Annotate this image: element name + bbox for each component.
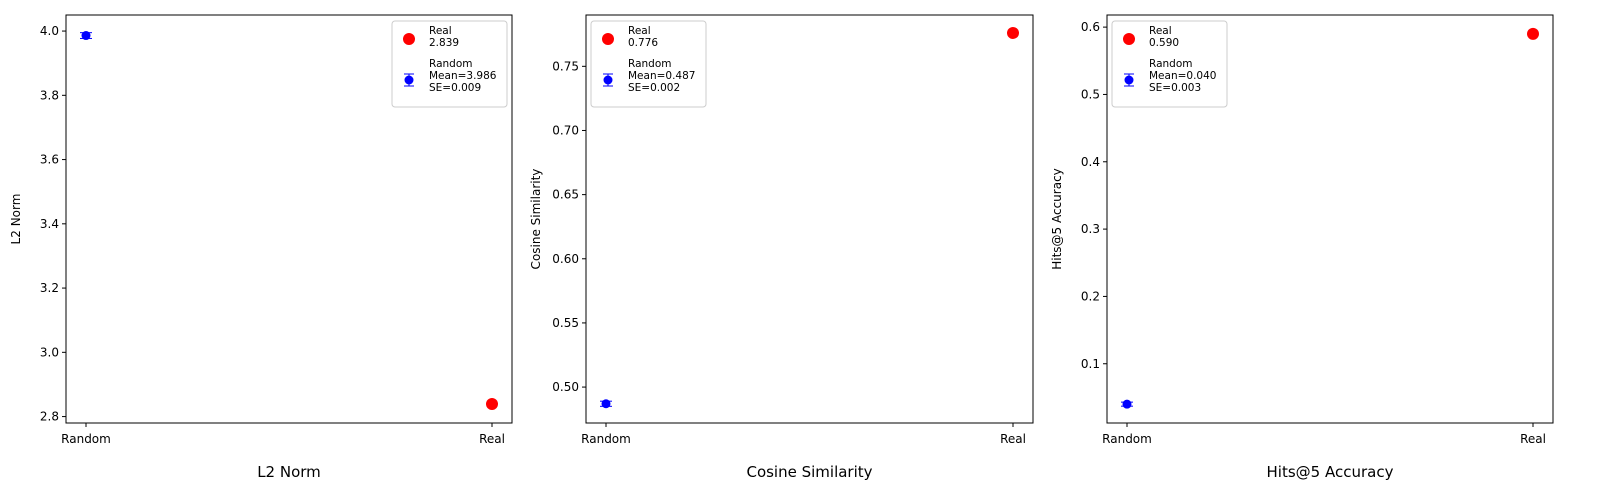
legend-label-real: 0.590 <box>1149 37 1179 49</box>
data-point-random <box>81 31 91 41</box>
y-tick-label: 0.60 <box>552 252 579 266</box>
y-tick-label: 0.2 <box>1081 289 1100 303</box>
chart-panel-3: 0.1 0.2 0.3 0.4 0.5 0.6 Random Real Hits@5 Accur… <box>1050 14 1554 481</box>
y-tick-label: 0.65 <box>552 188 579 202</box>
data-point-random <box>1122 399 1132 409</box>
y-tick-label: 0.4 <box>1081 155 1100 169</box>
y-tick-label: 2.8 <box>40 410 59 424</box>
data-point-real <box>1527 27 1539 40</box>
legend-marker-real <box>602 33 614 45</box>
legend-label-real: Real <box>1149 25 1172 37</box>
y-tick-label: 0.6 <box>1081 20 1100 34</box>
y-tick-label: 3.6 <box>40 153 59 167</box>
legend-label-random: Mean=3.986 <box>429 70 497 82</box>
legend-label-random: SE=0.009 <box>429 82 481 94</box>
legend-marker-random <box>1124 75 1134 85</box>
y-tick-label: 0.1 <box>1081 357 1100 371</box>
y-axis-label: L2 Norm <box>9 194 23 245</box>
chart-title: Cosine Similarity <box>746 463 872 481</box>
legend-box <box>1111 20 1228 108</box>
legend-label-real: 0.776 <box>628 37 658 49</box>
legend-marker-random <box>404 75 414 85</box>
legend-label-random: SE=0.002 <box>628 82 680 94</box>
plot-frame <box>585 14 1034 424</box>
y-axis-label: Cosine Similarity <box>529 169 543 270</box>
y-tick-label: 3.2 <box>40 281 59 295</box>
y-tick-label: 0.5 <box>1081 87 1100 101</box>
y-tick-label: 3.8 <box>40 88 59 102</box>
legend-label-random: SE=0.003 <box>1149 82 1201 94</box>
legend-box <box>590 20 707 108</box>
x-tick-label: Random <box>61 432 111 446</box>
legend-label-real: Real <box>429 25 452 37</box>
chart-panel-2: 0.50 0.55 0.60 0.65 0.70 0.75 Random Real Cosine… <box>529 14 1034 481</box>
x-tick-label: Real <box>1520 432 1546 446</box>
legend-label-real: 2.839 <box>429 37 459 49</box>
x-tick-label: Random <box>581 432 631 446</box>
plot-frame <box>1106 14 1554 424</box>
y-tick-label: 0.50 <box>552 380 579 394</box>
data-point-real <box>486 398 498 411</box>
legend-label-random: Random <box>1149 58 1192 70</box>
y-tick-label: 0.70 <box>552 123 579 137</box>
legend-label-random: Mean=0.487 <box>628 70 695 82</box>
legend-marker-real <box>403 33 415 45</box>
legend-label-random: Mean=0.040 <box>1149 70 1216 82</box>
y-tick-label: 0.55 <box>552 316 579 330</box>
chart-title: Hits@5 Accuracy <box>1267 463 1394 481</box>
plot-frame <box>65 14 513 424</box>
y-axis-label: Hits@5 Accuracy <box>1050 168 1064 270</box>
y-tick-label: 3.4 <box>40 217 59 231</box>
data-point-random <box>601 399 611 409</box>
x-tick-label: Real <box>479 432 505 446</box>
legend-marker-real <box>1123 33 1135 45</box>
legend-label-random: Random <box>628 58 671 70</box>
chart-panel-1: 2.8 3.0 3.2 3.4 3.6 3.8 4.0 Random Real L2 Norm L2… <box>9 14 513 481</box>
y-tick-label: 0.75 <box>552 59 579 73</box>
legend-label-real: Real <box>628 25 651 37</box>
chart-title: L2 Norm <box>257 463 321 481</box>
legend-label-random: Random <box>429 58 472 70</box>
x-tick-label: Real <box>1000 432 1026 446</box>
y-tick-label: 0.3 <box>1081 222 1100 236</box>
y-tick-label: 4.0 <box>40 24 59 38</box>
legend-marker-random <box>603 75 613 85</box>
data-point-real <box>1007 26 1019 39</box>
y-tick-label: 3.0 <box>40 345 59 359</box>
x-tick-label: Random <box>1102 432 1152 446</box>
legend-box <box>391 20 508 108</box>
